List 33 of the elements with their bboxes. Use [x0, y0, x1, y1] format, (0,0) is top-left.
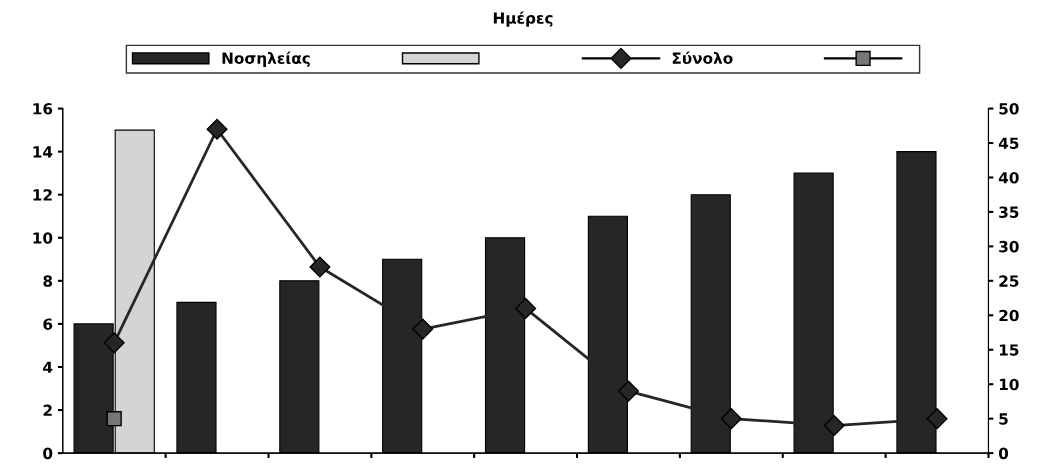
point [617, 380, 639, 402]
chart-title: Ημέρες [493, 11, 553, 27]
point [309, 256, 331, 278]
y2-tick-label: 45 [998, 137, 1019, 150]
point [823, 415, 845, 437]
y2-tick-label: 35 [999, 206, 1019, 218]
point [412, 318, 434, 340]
y2-tick-label: 5 [999, 413, 1008, 425]
y-tick-label: 16 [33, 103, 53, 115]
legend-label: Νοσηλείας [222, 51, 310, 67]
y2-tick-label: 10 [999, 378, 1019, 391]
y2-tick-label: 15 [999, 344, 1019, 356]
y-tick-label: 14 [33, 146, 53, 158]
y2-tick-label: 0 [998, 447, 1009, 460]
y-tick-label: 8 [43, 275, 53, 287]
point [103, 332, 125, 354]
y2-tick-label: 25 [999, 275, 1019, 287]
y2-tick-label: 50 [999, 103, 1019, 115]
point [720, 408, 742, 430]
y-tick-label: 2 [43, 404, 52, 416]
y-tick-label: 10 [33, 232, 53, 244]
y-tick-label: 6 [43, 318, 53, 330]
legend-label: Σύνολο [672, 51, 733, 64]
point [106, 411, 122, 427]
y2-tick-label: 30 [999, 240, 1019, 253]
y-tick-label: 12 [33, 189, 52, 201]
y2-tick-label: 40 [998, 171, 1019, 184]
y-tick-label: 0 [43, 447, 53, 460]
y2-tick-label: 20 [999, 309, 1019, 322]
point [515, 297, 537, 319]
point [206, 118, 228, 140]
point [926, 408, 948, 430]
y-tick-label: 4 [43, 361, 53, 373]
